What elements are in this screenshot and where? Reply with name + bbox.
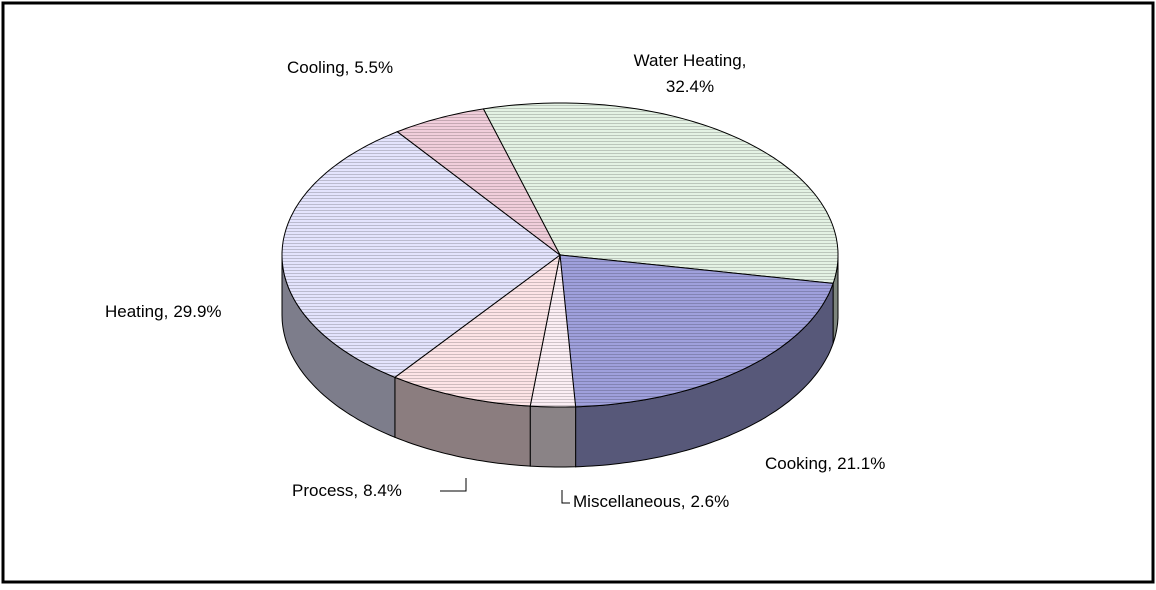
data-label: Miscellaneous, 2.6%: [573, 492, 729, 511]
label-category: Heating,: [105, 302, 168, 321]
label-category: Water Heating,: [634, 51, 747, 70]
label-value: 29.9%: [173, 302, 221, 321]
slice-texture: [560, 255, 834, 407]
label-category: Cooking,: [765, 454, 832, 473]
data-label: Water Heating, 32.4%: [634, 51, 747, 96]
pie-labels: Water Heating, 32.4% Cooking, 21.1% Miscella…: [105, 51, 885, 511]
pie-tops: [281, 102, 839, 408]
slice-texture: [282, 131, 560, 378]
slice-side: [529, 405, 577, 468]
leader-line: [561, 490, 570, 504]
slice-texture: [397, 108, 560, 256]
data-label: Cooling, 5.5%: [287, 58, 393, 77]
label-value: 8.4%: [363, 481, 402, 500]
label-value: 21.1%: [837, 454, 885, 473]
label-value: 5.5%: [354, 58, 393, 77]
data-label: Cooking, 21.1%: [765, 454, 885, 473]
label-value: 2.6%: [690, 492, 729, 511]
slice-texture: [394, 255, 560, 407]
slice-texture: [530, 255, 576, 407]
data-label: Heating, 29.9%: [105, 302, 222, 321]
slice-texture: [483, 103, 838, 284]
label-value: 32.4%: [666, 77, 714, 96]
leader-line: [440, 478, 467, 492]
data-label: Process, 8.4%: [292, 481, 402, 500]
label-category: Miscellaneous,: [573, 492, 685, 511]
label-category: Cooling,: [287, 58, 349, 77]
label-category: Process,: [292, 481, 358, 500]
